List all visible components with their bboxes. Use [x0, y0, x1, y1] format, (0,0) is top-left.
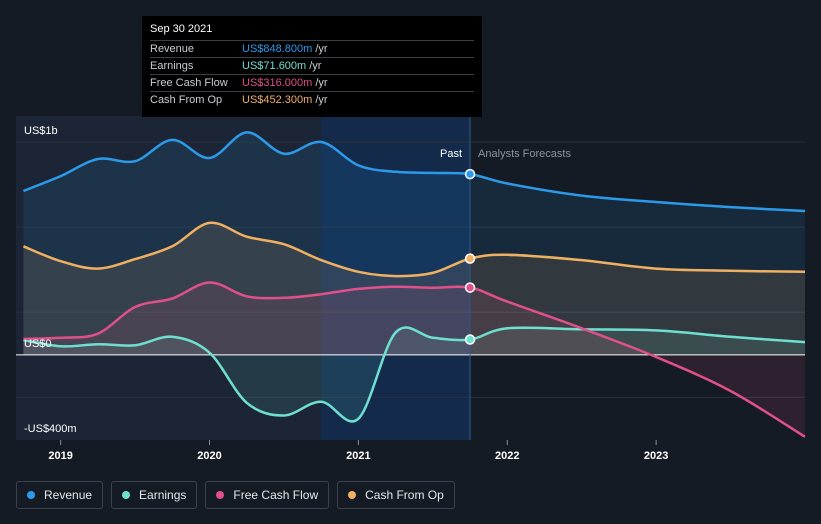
legend-item-cash-from-op[interactable]: Cash From Op — [337, 481, 455, 509]
x-tick-label: 2021 — [346, 450, 370, 462]
legend-label: Cash From Op — [365, 488, 444, 502]
tooltip-row-free-cash-flow: Free Cash Flow US$316.000m /yr — [150, 74, 474, 91]
tooltip-unit: /yr — [309, 60, 322, 72]
tooltip-unit: /yr — [315, 43, 328, 55]
series-line-earnings — [23, 326, 806, 423]
tooltip-label: Earnings — [150, 60, 194, 72]
y-tick-label: -US$400m — [24, 423, 77, 435]
legend: Revenue Earnings Free Cash Flow Cash Fro… — [16, 481, 455, 509]
tooltip-unit: /yr — [315, 94, 328, 106]
tooltip-row-revenue: Revenue US$848.800m /yr — [150, 40, 474, 57]
series-line-free-cash-flow — [23, 281, 806, 438]
series-marker-free-cash-flow — [464, 282, 476, 293]
tooltip-label: Cash From Op — [150, 94, 223, 106]
x-tick-label: 2023 — [644, 450, 668, 462]
legend-item-revenue[interactable]: Revenue — [16, 481, 104, 509]
legend-dot-icon — [122, 491, 131, 499]
tooltip-row-cash-from-op: Cash From Op US$452.300m /yr — [150, 91, 474, 108]
series-marker-earnings — [464, 334, 476, 345]
forecast-label: Analysts Forecasts — [478, 148, 571, 160]
tooltip-value: US$848.800m — [242, 43, 313, 55]
tooltip-value: US$71.600m — [242, 60, 307, 72]
series-line-cash-from-op — [22, 221, 806, 278]
x-tick-label: 2019 — [48, 450, 72, 462]
y-tick-label: US$1b — [24, 125, 58, 137]
legend-label: Earnings — [139, 488, 187, 502]
legend-label: Revenue — [44, 488, 93, 502]
legend-dot-icon — [348, 491, 357, 499]
series-line-revenue — [22, 131, 806, 213]
series-area-earnings — [23, 327, 805, 422]
tooltip-row-earnings: Earnings US$71.600m /yr — [150, 57, 474, 74]
tooltip-date: Sep 30 2021 — [150, 23, 213, 35]
tooltip-value: US$316.000m — [242, 77, 313, 89]
past-label: Past — [440, 148, 462, 160]
x-tick-label: 2020 — [197, 450, 221, 462]
legend-dot-icon — [216, 491, 225, 499]
series-marker-revenue — [464, 168, 476, 180]
series-marker-cash-from-op — [464, 253, 476, 264]
tooltip-label: Revenue — [150, 43, 195, 55]
tooltip-panel: Sep 30 2021 Revenue US$848.800m /yr Earn… — [142, 16, 482, 117]
series-area-cash-from-op — [23, 222, 805, 355]
series-area-free-cash-flow — [23, 282, 805, 437]
x-tick-label: 2022 — [495, 450, 519, 462]
legend-item-earnings[interactable]: Earnings — [111, 481, 198, 509]
legend-item-free-cash-flow[interactable]: Free Cash Flow — [205, 481, 330, 509]
tooltip-label: Free Cash Flow — [150, 77, 228, 89]
series-area-revenue — [23, 132, 805, 355]
tooltip-value: US$452.300m — [242, 94, 313, 106]
y-tick-label: US$0 — [24, 338, 52, 350]
highlight-band — [321, 116, 471, 440]
tooltip-unit: /yr — [315, 77, 328, 89]
legend-label: Free Cash Flow — [233, 488, 319, 502]
legend-dot-icon — [27, 491, 35, 499]
